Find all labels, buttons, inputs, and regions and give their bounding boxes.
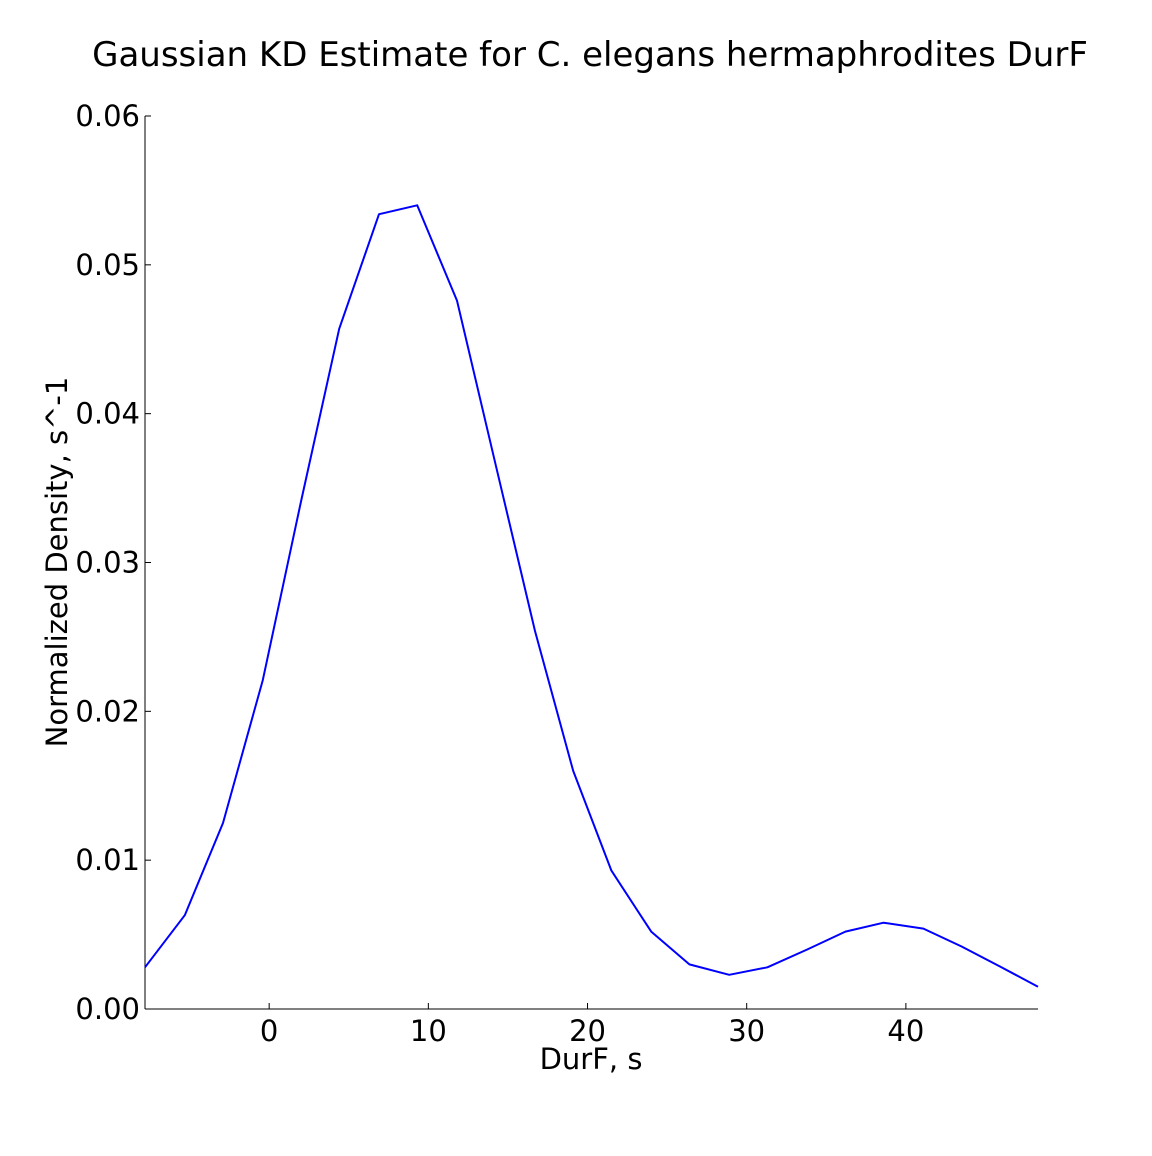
y-tick-label: 0.00 (75, 992, 140, 1026)
x-tick-label: 10 (410, 1014, 447, 1048)
y-tick-label: 0.01 (75, 843, 140, 877)
plot-area (144, 204, 1039, 988)
y-tick-label: 0.05 (75, 248, 140, 282)
y-tick-label: 0.04 (75, 397, 140, 431)
y-tick-label: 0.03 (75, 546, 140, 580)
y-axis-label: Normalized Density, s^-1 (40, 377, 74, 748)
y-tick-label: 0.02 (75, 694, 140, 728)
chart-title: Gaussian KD Estimate for C. elegans herm… (92, 35, 1088, 75)
x-tick-label: 20 (569, 1014, 606, 1048)
x-tick-label: 40 (887, 1014, 924, 1048)
y-tick-label: 0.06 (75, 99, 140, 133)
x-tick-label: 0 (260, 1014, 278, 1048)
x-axis-label: DurF, s (540, 1042, 643, 1076)
density-series-line (144, 204, 1039, 988)
x-tick-label: 30 (728, 1014, 765, 1048)
x-axis-ticks: 0 10 20 30 40 (260, 1003, 924, 1048)
y-axis-ticks: 0.00 0.01 0.02 0.03 0.04 0.05 0.06 (75, 99, 151, 1026)
